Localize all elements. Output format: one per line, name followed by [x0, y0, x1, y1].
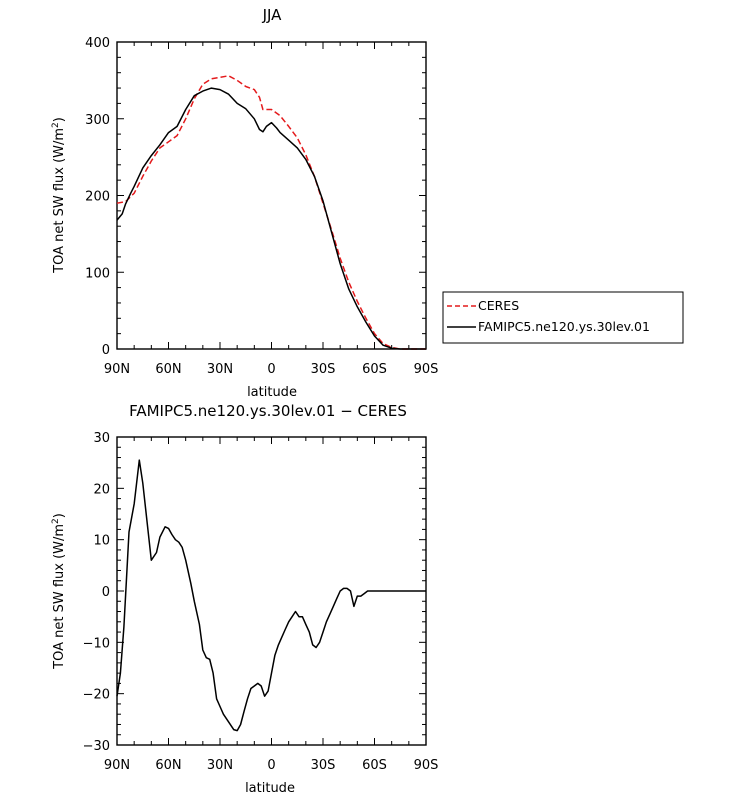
y-tick-label: 0: [102, 585, 110, 600]
series-line-0-0: [116, 75, 426, 350]
top-tick-labels: 90N 60N 30N 0 30S 60S 90S 0 100 200 300 400: [85, 36, 438, 377]
top-axis-ticks: [116, 41, 427, 350]
top-y-axis-label-end: ): [52, 117, 67, 122]
y-tick-label: 100: [85, 266, 110, 281]
bottom-chart-title: FAMIPC5.ne120.ys.30lev.01 − CERES: [129, 402, 407, 420]
bottom-axis-ticks: [116, 436, 427, 746]
top-plot-frame: [116, 41, 427, 350]
bottom-y-axis-label: TOA net SW flux (W/m2): [51, 513, 67, 670]
top-y-axis-label-sup: 2: [51, 122, 61, 128]
x-tick-label: 0: [267, 362, 275, 377]
legend-box: [442, 291, 684, 344]
x-tick-label: 60S: [362, 362, 387, 377]
y-tick-label: 400: [85, 36, 110, 51]
bottom-y-axis-label-end: ): [52, 513, 67, 518]
top-chart-panel: JJA 90N 60N 30N 0 30S 60S 90S 0 100 200 300 400 lat…: [51, 6, 684, 400]
legend-label-ceres: CERES: [478, 298, 519, 313]
x-tick-label: 0: [267, 758, 275, 773]
top-y-axis-label-main: TOA net SW flux (W/m: [52, 128, 67, 274]
x-tick-label: 90N: [104, 758, 130, 773]
x-tick-label: 60N: [155, 362, 181, 377]
y-tick-label: 20: [93, 482, 110, 497]
y-tick-label: −30: [83, 739, 110, 754]
y-tick-label: −20: [83, 688, 110, 703]
top-y-axis-label: TOA net SW flux (W/m2): [51, 117, 67, 274]
y-tick-label: 200: [85, 190, 110, 205]
x-tick-label: 90S: [414, 758, 439, 773]
y-tick-label: 10: [93, 534, 110, 549]
bottom-y-axis-label-main: TOA net SW flux (W/m: [52, 524, 67, 670]
x-tick-label: 90N: [104, 362, 130, 377]
bottom-series-lines: [116, 459, 426, 732]
top-chart-title: JJA: [262, 6, 283, 24]
x-tick-label: 60N: [155, 758, 181, 773]
bottom-y-axis-label-sup: 2: [51, 518, 61, 524]
top-series-lines: [116, 75, 426, 350]
series-line-0-1: [116, 87, 426, 350]
bottom-chart-panel: FAMIPC5.ne120.ys.30lev.01 − CERES 90N 60N…: [51, 402, 438, 796]
x-tick-label: 30S: [311, 758, 336, 773]
y-tick-label: 30: [93, 431, 110, 446]
legend-label-model: FAMIPC5.ne120.ys.30lev.01: [478, 319, 650, 334]
x-tick-label: 30S: [311, 362, 336, 377]
top-x-axis-label: latitude: [247, 385, 297, 400]
legend: CERES FAMIPC5.ne120.ys.30lev.01: [442, 291, 684, 344]
bottom-tick-labels: 90N 60N 30N 0 30S 60S 90S −30 −20 −10 0 10 20 30: [83, 431, 439, 773]
series-line-1-0: [116, 459, 426, 732]
x-tick-label: 60S: [362, 758, 387, 773]
y-tick-label: −10: [83, 636, 110, 651]
x-tick-label: 90S: [414, 362, 439, 377]
x-tick-label: 30N: [207, 362, 233, 377]
y-tick-label: 0: [102, 343, 110, 358]
y-tick-label: 300: [85, 113, 110, 128]
bottom-x-axis-label: latitude: [245, 781, 295, 796]
x-tick-label: 30N: [207, 758, 233, 773]
